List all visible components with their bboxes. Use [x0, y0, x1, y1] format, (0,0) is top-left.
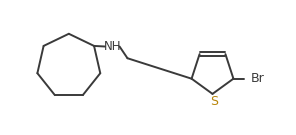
Text: S: S [210, 95, 218, 108]
Text: Br: Br [251, 72, 265, 85]
Text: NH: NH [104, 40, 121, 53]
